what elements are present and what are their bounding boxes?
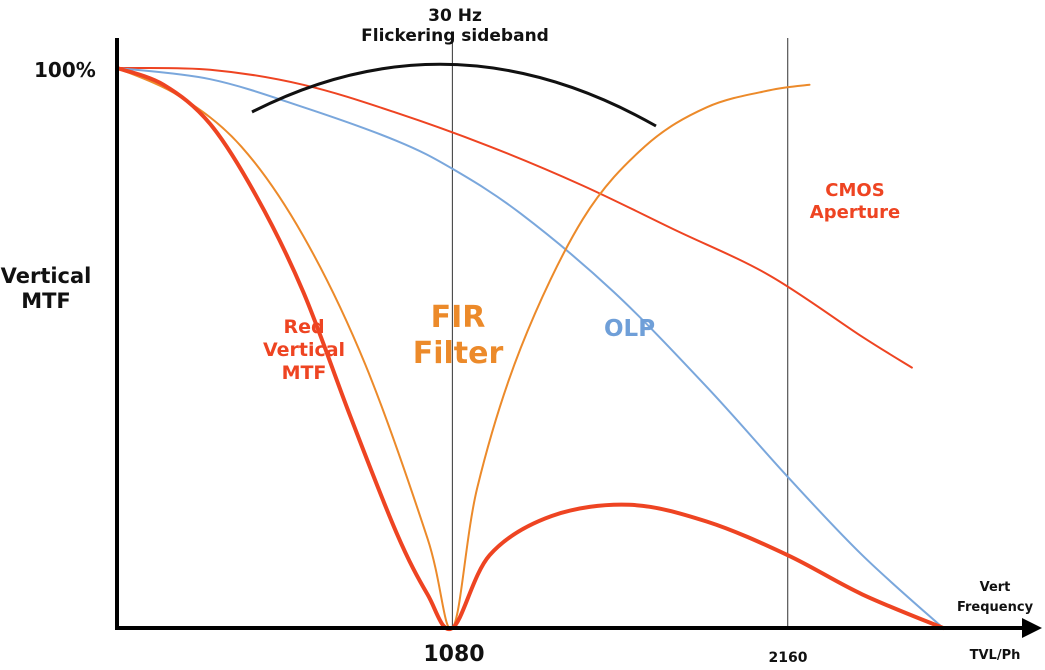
series-line-fir <box>116 67 811 630</box>
olp-label: OLP <box>604 316 656 342</box>
x-axis-title-units: TVL/Ph <box>969 648 1021 663</box>
x-tick-2160-label: 2160 <box>768 650 808 666</box>
x-axis-arrowhead <box>1022 618 1042 638</box>
series-layer <box>115 66 945 632</box>
y-axis-title: Vertical MTF <box>0 264 92 314</box>
cmos-aperture-label: CMOS Aperture <box>809 180 901 223</box>
series-line-cmos <box>116 66 913 369</box>
x-axis-title-vert: Vert <box>979 580 1011 595</box>
axes <box>115 38 1042 638</box>
flickering-sideband-arc <box>251 62 657 128</box>
y-tick-100-label: 100% <box>34 58 96 82</box>
fir-filter-label: FIR Filter <box>412 300 504 371</box>
vertical-reference-lines <box>451 38 789 628</box>
series-line-olp <box>116 67 944 629</box>
x-tick-1080-label: 1080 <box>423 642 485 667</box>
red-vertical-mtf-label: Red Vertical MTF <box>262 316 346 384</box>
x-axis-title-frequency: Frequency <box>956 600 1034 615</box>
flickering-sideband-label: 30 Hz Flickering sideband <box>361 6 549 47</box>
series-line-red-mtf <box>115 66 945 632</box>
